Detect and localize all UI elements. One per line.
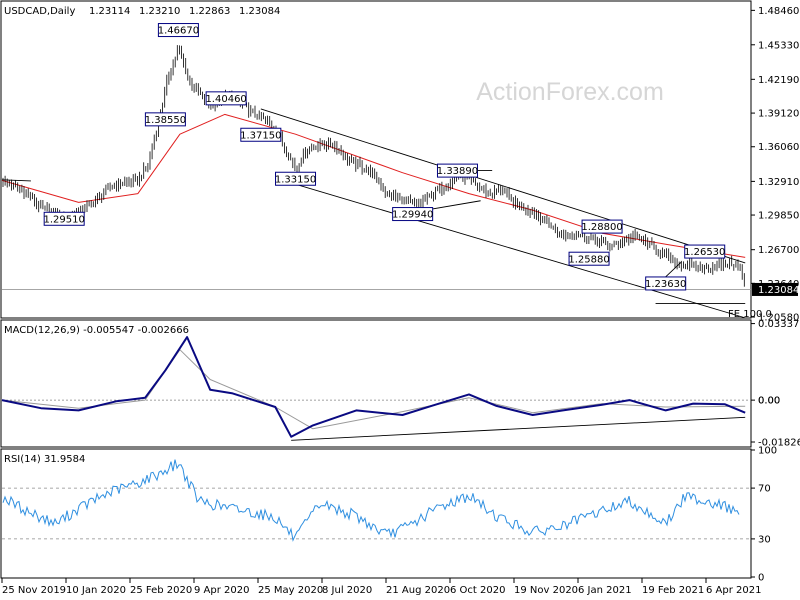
- macd-panel: MACD(12,26,9) -0.005547 -0.002666 0.0333…: [0, 319, 800, 449]
- x-tick-label: 6 Jan 2021: [578, 585, 632, 596]
- price-level-label: 1.40460: [205, 94, 246, 105]
- price-panel-title: USDCAD,Daily: [4, 6, 75, 17]
- price-level-box: [205, 91, 247, 106]
- price-level-label: 1.33890: [437, 166, 478, 177]
- x-tick-label: 10 Jan 2020: [66, 585, 126, 596]
- x-tick-label: 21 Aug 2020: [386, 585, 450, 596]
- rsi-y-tick-label: 100: [758, 446, 777, 457]
- price-level-label: 1.37150: [240, 130, 281, 141]
- price-level-label: 1.46670: [158, 26, 199, 37]
- trend-line: [260, 108, 746, 264]
- last-price-tag: [752, 282, 798, 296]
- trend-line: [275, 177, 746, 319]
- price-y-tick-label: 1.39120: [758, 109, 799, 120]
- ohlc-open: 1.23114: [89, 6, 130, 17]
- last-price-tag-label: 1.23084: [758, 285, 799, 296]
- macd-plot-group: [1, 336, 751, 441]
- price-level-box: [392, 207, 434, 222]
- price-level-box: [645, 276, 687, 291]
- ohlc-low: 1.22863: [189, 6, 230, 17]
- price-axis: 1.48460 1.45330 1.42190 1.39120 1.36060 1.329…: [751, 6, 799, 324]
- rsi-panel: RSI(14) 31.9584 100 70 30 0: [0, 446, 777, 584]
- x-tick-label: 25 Feb 2020: [130, 585, 192, 596]
- x-tick-label: 19 Nov 2020: [514, 585, 578, 596]
- ohlc-high: 1.23210: [139, 6, 180, 17]
- price-level-box: [275, 171, 317, 186]
- price-level-box: [144, 112, 186, 127]
- price-level-box: [157, 23, 199, 38]
- rsi-panel-frame: [0, 448, 752, 579]
- price-y-tick-label: 1.32910: [758, 177, 799, 188]
- price-level-box: [436, 163, 478, 178]
- x-tick-label: 25 May 2020: [258, 585, 323, 596]
- x-tick-label: 9 Apr 2020: [194, 585, 249, 596]
- macd-y-tick-label: -0.018262: [758, 438, 800, 449]
- x-tick-label: 8 Jul 2020: [322, 585, 372, 596]
- price-level-box: [581, 219, 623, 234]
- macd-line: [1, 336, 746, 438]
- macd-signal-line: [1, 349, 746, 430]
- rsi-y-tick-label: 70: [758, 484, 771, 495]
- price-y-tick-label: 1.42190: [758, 75, 799, 86]
- price-level-box: [568, 251, 610, 266]
- price-y-tick-label: 1.36060: [758, 142, 799, 153]
- watermark: ActionForex.com: [476, 78, 664, 106]
- price-y-tick-label: 1.48460: [758, 6, 799, 17]
- x-tick-label: 25 Nov 2019: [2, 585, 66, 596]
- price-panel-frame: [0, 0, 752, 319]
- price-level-box: [684, 244, 726, 259]
- moving-average-line: [1, 113, 746, 258]
- price-level-label: 1.33150: [275, 174, 316, 185]
- x-axis: 25 Nov 2019 10 Jan 2020 25 Feb 2020 9 Apr 2…: [1, 578, 761, 596]
- macd-trend-line: [291, 416, 746, 441]
- macd-y-tick-label: 0.00: [758, 396, 780, 407]
- price-y-tick-label: 1.26700: [758, 245, 799, 256]
- macd-current-label: 0.00: [758, 396, 780, 407]
- macd-y-tick-label: 0.03337: [758, 319, 799, 330]
- price-level-label: 1.25880: [568, 254, 609, 265]
- price-level-box: [240, 127, 282, 142]
- price-level-label: 1.23630: [645, 279, 686, 290]
- x-tick-label: 6 Apr 2021: [706, 585, 761, 596]
- x-tick-label: 19 Feb 2021: [642, 585, 704, 596]
- rsi-y-tick-label: 30: [758, 534, 771, 545]
- ohlc-close: 1.23084: [239, 6, 280, 17]
- rsi-axis: 100 70 30 0: [751, 446, 777, 584]
- price-level-label: 1.38550: [145, 115, 186, 126]
- x-tick-label: 6 Oct 2020: [450, 585, 505, 596]
- price-level-label: 1.28800: [581, 222, 622, 233]
- macd-panel-frame: [0, 319, 752, 448]
- rsi-panel-title: RSI(14) 31.9584: [4, 454, 85, 465]
- macd-panel-title: MACD(12,26,9) -0.005547 -0.002666: [4, 325, 189, 336]
- price-y-tick-label: 1.20580: [758, 313, 799, 324]
- price-panel: ActionForex.com USDCAD,Daily 1.23114 1.2…: [0, 0, 799, 324]
- price-level-label: 1.29510: [43, 214, 84, 225]
- price-plot-group: 1.46670 1.40460 1.38550 1.37150 1.33150 1.295…: [1, 23, 772, 320]
- price-y-tick-label: 1.29850: [758, 211, 799, 222]
- price-level-box: [43, 211, 85, 226]
- rsi-y-tick-label: 0: [758, 573, 764, 584]
- price-level-label: 1.26530: [684, 247, 725, 258]
- fibonacci-extension-label: FE 100.0: [728, 309, 772, 320]
- rsi-plot-group: [2, 459, 751, 542]
- rsi-line: [2, 459, 740, 542]
- price-y-tick-label: 1.45330: [758, 40, 799, 51]
- price-level-label: 1.29940: [392, 210, 433, 221]
